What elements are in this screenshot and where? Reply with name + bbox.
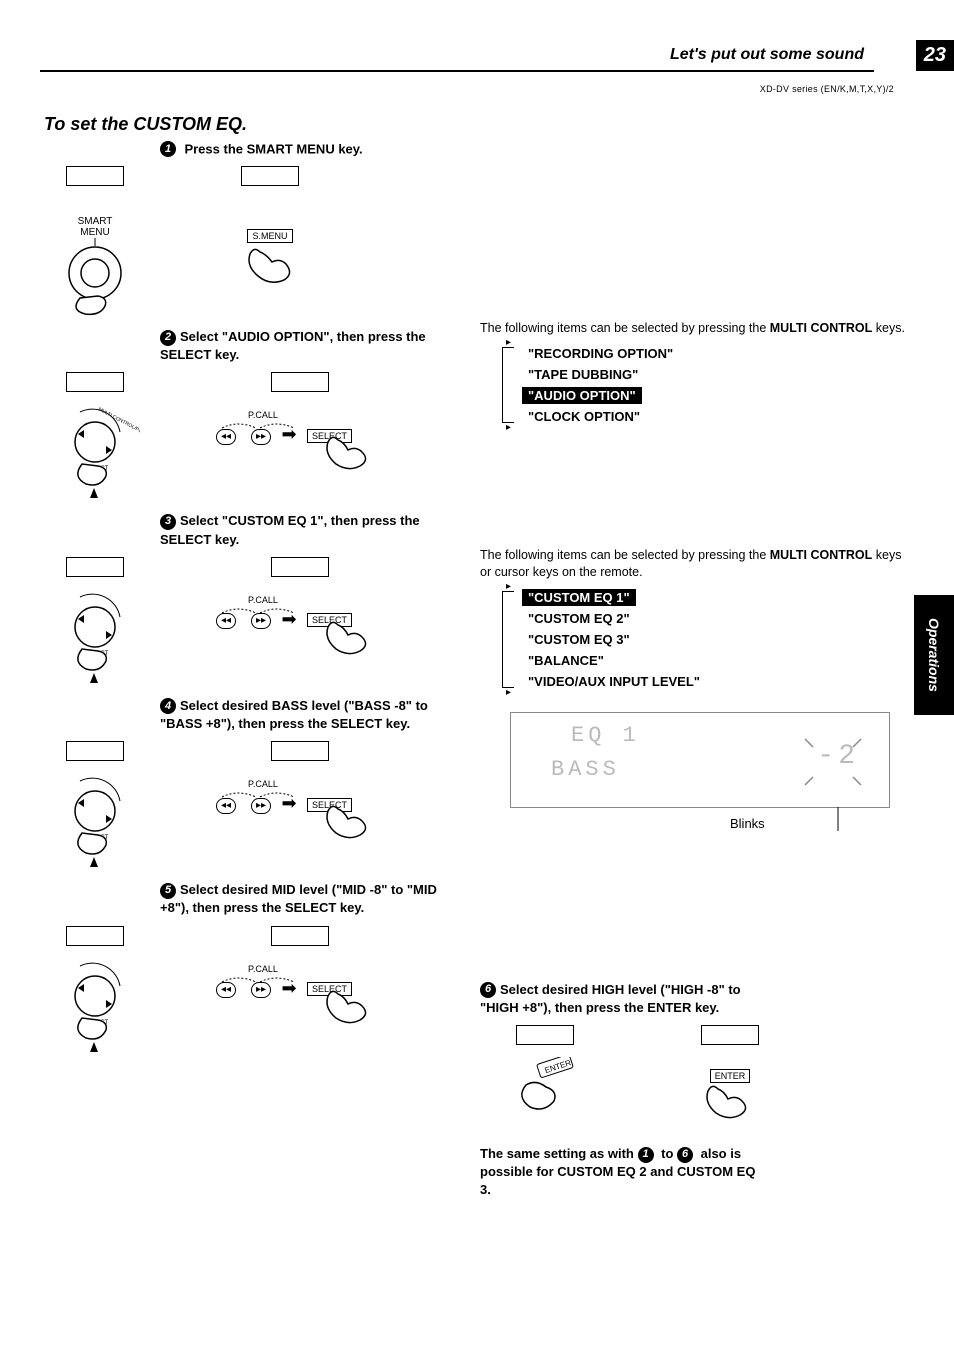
header-rule	[40, 70, 874, 72]
explain-menu1: The following items can be selected by p…	[480, 320, 910, 337]
step-4: 4Select desired BASS level ("BASS -8" to…	[160, 697, 440, 733]
menu1-item-0: "RECORDING OPTION"	[522, 345, 679, 362]
indicator-box	[271, 372, 329, 392]
step-1-text: Press the SMART MENU key.	[184, 141, 362, 156]
step-4-text: Select desired BASS level ("BASS -8" to …	[160, 698, 428, 731]
indicator-box	[66, 372, 124, 392]
menu2-item-4: "VIDEO/AUX INPUT LEVEL"	[522, 673, 706, 690]
note-badge-6: 6	[677, 1147, 693, 1163]
explain-menu2: The following items can be selected by p…	[480, 547, 910, 581]
s-menu-key: S.MENU	[247, 226, 292, 244]
step-6-illustrations: ENTER ENTER	[480, 1025, 910, 1127]
step-badge-2: 2	[160, 330, 176, 346]
model-line: XD-DV series (EN/K,M,T,X,Y)/2	[760, 84, 894, 94]
menu1-item-1: "TAPE DUBBING"	[522, 366, 644, 383]
indicator-box	[66, 557, 124, 577]
chapter-title: Let's put out some sound	[670, 46, 864, 64]
menu1-item-3: "CLOCK OPTION"	[522, 408, 646, 425]
indicator-box	[66, 741, 124, 761]
menu1-list: ▸ ▸ "RECORDING OPTION" "TAPE DUBBING" "A…	[510, 343, 910, 427]
enter-key: ENTER	[710, 1069, 751, 1083]
dial-hand-icon	[50, 238, 140, 318]
menu1-item-2: "AUDIO OPTION"	[522, 387, 642, 404]
step-6: 6Select desired HIGH level ("HIGH -8" to…	[480, 981, 770, 1017]
finger-press-icon	[700, 1083, 760, 1125]
indicator-box	[271, 926, 329, 946]
finger-press-icon	[320, 803, 380, 845]
indicator-box	[241, 166, 299, 186]
step-badge-6: 6	[480, 982, 496, 998]
multi-control-dial-icon: SELECT	[50, 761, 140, 871]
pcall-select-group: P.CALL ◂◂ ▸▸ ➡ SELECT	[210, 392, 390, 472]
step-4-illustrations: SELECT P.CALL ◂◂ ▸▸ ➡ SELECT	[40, 741, 440, 871]
menu2-item-3: "BALANCE"	[522, 652, 610, 669]
indicator-box	[271, 741, 329, 761]
svg-text:MULTI CONTROL/P.CALL: MULTI CONTROL/P.CALL	[97, 407, 140, 440]
smart-menu-label: SMARTMENU	[78, 216, 113, 238]
multi-control-dial-icon: SELECT	[50, 946, 140, 1056]
indicator-box	[66, 926, 124, 946]
menu2-item-2: "CUSTOM EQ 3"	[522, 631, 636, 648]
menu2-item-1: "CUSTOM EQ 2"	[522, 610, 636, 627]
display-line1: EQ 1	[571, 723, 640, 748]
pcall-select-group: P.CALL ◂◂ ▸▸ ➡ SELECT	[210, 761, 390, 841]
section-title: To set the CUSTOM EQ.	[44, 114, 247, 135]
step-1: 1 Press the SMART MENU key.	[160, 140, 440, 158]
blinks-label: Blinks	[730, 816, 910, 831]
step-5: 5Select desired MID level ("MID -8" to "…	[160, 881, 440, 917]
step-5-text: Select desired MID level ("MID -8" to "M…	[160, 882, 437, 915]
menu2-item-0: "CUSTOM EQ 1"	[522, 589, 636, 606]
page-content: 1 Press the SMART MENU key. SMARTMENU	[40, 140, 910, 1200]
finger-press-icon	[320, 434, 380, 476]
step-1-illustrations: SMARTMENU S.MENU	[40, 166, 440, 318]
finger-press-icon	[240, 244, 300, 294]
indicator-box	[516, 1025, 574, 1045]
closing-note: The same setting as with 1 to 6 also is …	[480, 1145, 760, 1200]
step-3: 3Select "CUSTOM EQ 1", then press the SE…	[160, 512, 440, 548]
step-badge-5: 5	[160, 883, 176, 899]
left-column: 1 Press the SMART MENU key. SMARTMENU	[40, 140, 440, 1062]
menu2-list: ▸ ▸ "CUSTOM EQ 1" "CUSTOM EQ 2" "CUSTOM …	[510, 587, 910, 692]
indicator-box	[66, 166, 124, 186]
lcd-display: EQ 1 BASS -2	[510, 712, 890, 808]
step-6-text: Select desired HIGH level ("HIGH -8" to …	[480, 982, 741, 1015]
step-3-text: Select "CUSTOM EQ 1", then press the SEL…	[160, 513, 420, 546]
finger-press-icon	[320, 988, 380, 1030]
side-tab-operations: Operations	[914, 595, 954, 715]
step-2-text: Select "AUDIO OPTION", then press the SE…	[160, 329, 426, 362]
right-column: The following items can be selected by p…	[480, 140, 910, 1200]
step-3-illustrations: SELECT P.CALL ◂◂ ▸▸ ➡ SELECT	[40, 557, 440, 687]
step-5-illustrations: SELECT P.CALL ◂◂ ▸▸ ➡ SELECT	[40, 926, 440, 1056]
multi-control-dial-icon: MULTI CONTROL/P.CALL SELECT	[50, 392, 140, 502]
display-line2: BASS	[551, 757, 620, 782]
page-number: 23	[916, 40, 954, 71]
step-badge-4: 4	[160, 698, 176, 714]
indicator-box	[701, 1025, 759, 1045]
multi-control-dial-icon: SELECT	[50, 577, 140, 687]
enter-key-press-icon: ENTER	[500, 1057, 590, 1127]
step-2-illustrations: MULTI CONTROL/P.CALL SELECT P.CALL ◂◂	[40, 372, 440, 502]
pcall-select-group: P.CALL ◂◂ ▸▸ ➡ SELECT	[210, 946, 390, 1026]
note-badge-1: 1	[638, 1147, 654, 1163]
pcall-select-group: P.CALL ◂◂ ▸▸ ➡ SELECT	[210, 577, 390, 657]
indicator-box	[271, 557, 329, 577]
step-badge-1: 1	[160, 141, 176, 157]
finger-press-icon	[320, 619, 380, 661]
step-2: 2Select "AUDIO OPTION", then press the S…	[160, 328, 440, 364]
step-badge-3: 3	[160, 514, 176, 530]
